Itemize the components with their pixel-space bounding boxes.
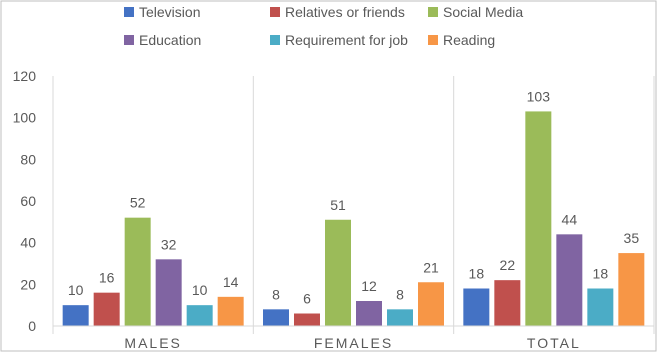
data-label-social-media: 103 bbox=[527, 88, 551, 104]
y-tick-label: 20 bbox=[20, 276, 36, 292]
legend-swatch bbox=[270, 7, 280, 17]
data-label-reading: 21 bbox=[423, 259, 439, 275]
legend-label: Television bbox=[139, 4, 200, 20]
bar-social-media bbox=[525, 111, 552, 327]
bar-relatives-or-friends bbox=[294, 313, 320, 326]
category-separators bbox=[52, 76, 655, 334]
x-category-label: TOTAL bbox=[527, 335, 581, 351]
y-tick-label: 60 bbox=[20, 193, 36, 209]
bar-television bbox=[463, 288, 490, 326]
legend-label: Education bbox=[139, 32, 201, 48]
legend-swatch bbox=[428, 35, 438, 45]
legend-item-social-media: Social Media bbox=[428, 4, 523, 20]
legend-item-requirement-for-job: Requirement for job bbox=[270, 32, 408, 48]
legend-swatch bbox=[428, 7, 438, 17]
legend-item-education: Education bbox=[124, 32, 201, 48]
bar-social-media bbox=[325, 219, 351, 326]
y-tick-label: 120 bbox=[13, 68, 37, 84]
data-label-social-media: 52 bbox=[130, 195, 146, 211]
legend-label: Relatives or friends bbox=[285, 4, 405, 20]
legend-item-relatives-or-friends: Relatives or friends bbox=[270, 4, 405, 20]
data-label-requirement-for-job: 10 bbox=[192, 282, 208, 298]
y-tick-label: 80 bbox=[20, 151, 36, 167]
bar-education bbox=[155, 259, 182, 326]
data-label-requirement-for-job: 8 bbox=[396, 286, 404, 302]
bar-reading bbox=[217, 296, 244, 326]
bar-reading bbox=[418, 282, 444, 326]
legend-item-television: Television bbox=[124, 4, 200, 20]
legend-swatch bbox=[124, 35, 134, 45]
data-label-education: 44 bbox=[562, 211, 578, 227]
data-label-reading: 14 bbox=[223, 274, 239, 290]
data-label-education: 32 bbox=[161, 236, 177, 252]
bar-education bbox=[556, 234, 583, 326]
legend-swatch bbox=[124, 7, 134, 17]
x-category-label: MALES bbox=[124, 335, 181, 351]
legend-swatch bbox=[270, 35, 280, 45]
legend: Television Relatives or friends Social Med… bbox=[124, 4, 523, 48]
legend-label: Requirement for job bbox=[285, 32, 408, 48]
y-tick-label: 40 bbox=[20, 235, 36, 251]
y-tick-label: 0 bbox=[28, 318, 36, 334]
y-axis: 0 20 40 60 80 100 120 bbox=[13, 68, 37, 334]
data-label-television: 8 bbox=[272, 286, 280, 302]
data-label-requirement-for-job: 18 bbox=[593, 266, 609, 282]
x-axis: MALES FEMALES TOTAL bbox=[53, 325, 654, 351]
data-label-television: 10 bbox=[68, 282, 84, 298]
data-label-television: 18 bbox=[469, 266, 485, 282]
bar-television bbox=[62, 305, 89, 326]
data-label-relatives-or-friends: 16 bbox=[99, 270, 115, 286]
data-label-education: 12 bbox=[361, 278, 377, 294]
bar-social-media bbox=[124, 217, 151, 326]
bar-relatives-or-friends bbox=[93, 292, 120, 326]
bars bbox=[62, 111, 645, 327]
legend-item-reading: Reading bbox=[428, 32, 495, 48]
bar-requirement-for-job bbox=[587, 288, 614, 326]
bar-requirement-for-job bbox=[387, 309, 413, 326]
bar-reading bbox=[618, 253, 645, 326]
x-category-label: FEMALES bbox=[314, 335, 393, 351]
bar-television bbox=[263, 309, 289, 326]
data-label-social-media: 51 bbox=[330, 197, 346, 213]
data-label-reading: 35 bbox=[624, 230, 640, 246]
y-tick-label: 100 bbox=[13, 110, 37, 126]
bar-relatives-or-friends bbox=[494, 280, 521, 326]
data-labels: 10 16 52 32 10 14 8 6 51 12 8 21 18 22 103 44 18 35 bbox=[68, 88, 639, 306]
bar-education bbox=[356, 301, 382, 326]
data-label-relatives-or-friends: 6 bbox=[303, 291, 311, 307]
legend-label: Social Media bbox=[443, 4, 523, 20]
data-label-relatives-or-friends: 22 bbox=[500, 257, 516, 273]
legend-label: Reading bbox=[443, 32, 495, 48]
bar-requirement-for-job bbox=[186, 305, 213, 326]
